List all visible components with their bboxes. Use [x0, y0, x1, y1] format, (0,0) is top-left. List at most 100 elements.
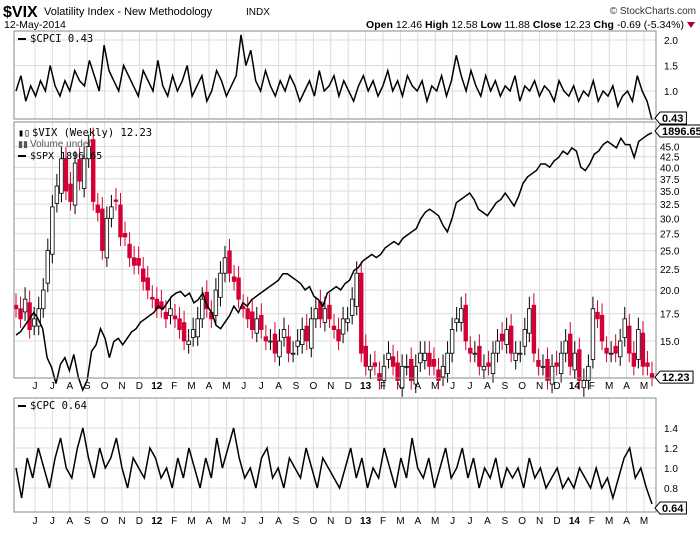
- candle: [390, 356, 396, 367]
- x-tick-label: J: [259, 516, 264, 527]
- candle: [586, 365, 591, 381]
- candle: [109, 206, 114, 219]
- candle: [640, 332, 646, 367]
- vix-panel: [13, 121, 657, 379]
- spx-legend: $SPX 1896.65: [30, 151, 102, 162]
- candle: [150, 296, 155, 300]
- candle: [409, 358, 414, 381]
- x-tick-label: A: [484, 516, 491, 527]
- date: 12-May-2014: [4, 19, 66, 31]
- candle: [554, 362, 559, 367]
- y-tick-label: 27.5: [660, 230, 680, 241]
- x-tick-label: J: [259, 381, 264, 392]
- volume-legend-icon: ▮▮: [18, 139, 28, 149]
- candle: [595, 311, 600, 320]
- candle: [363, 345, 368, 367]
- value-tag-box: [654, 111, 687, 125]
- candle: [627, 325, 632, 354]
- x-tick-label: M: [431, 381, 439, 392]
- candle: [309, 318, 314, 349]
- candle: [227, 250, 232, 274]
- candle: [490, 352, 496, 374]
- candle: [340, 318, 346, 335]
- cpci-last-tag: 0.43: [654, 111, 687, 125]
- candle: [499, 333, 505, 342]
- candle: [445, 352, 450, 374]
- candle: [113, 199, 119, 202]
- candle: [127, 243, 132, 259]
- candle: [236, 277, 241, 300]
- candle: [222, 257, 228, 274]
- candle: [327, 304, 332, 320]
- grid: JJJJAASSOONNDD1212FFMMAAMMJJJJAASSOONNDD…: [14, 31, 680, 527]
- candle: [181, 322, 187, 342]
- open-value: 12.46: [396, 19, 422, 31]
- x-tick-label: M: [222, 381, 230, 392]
- candle: [418, 352, 423, 364]
- cpc-panel: [13, 397, 657, 513]
- candle: [618, 340, 623, 358]
- y-tick-label: 2.0: [664, 36, 678, 47]
- candle: [631, 352, 637, 367]
- candle: [59, 158, 64, 194]
- value-tag-text: 12.23: [662, 372, 690, 384]
- x-tick-label: J: [33, 381, 38, 392]
- high-value: 12.58: [451, 19, 477, 31]
- candle: [13, 304, 19, 310]
- candle: [649, 373, 655, 378]
- y-tick-label: 22.5: [660, 265, 680, 276]
- x-tick-label: M: [222, 516, 230, 527]
- candle: [31, 318, 37, 327]
- x-tick-label: D: [345, 516, 352, 527]
- candle: [436, 369, 441, 381]
- x-tick-label: S: [84, 516, 91, 527]
- x-tick-label: 12: [151, 516, 163, 527]
- x-tick-label: J: [50, 516, 55, 527]
- candle: [399, 365, 405, 389]
- x-tick-label: A: [206, 516, 213, 527]
- x-tick-label: F: [589, 516, 595, 527]
- y-tick-label: 1.5: [664, 62, 678, 73]
- x-tick-label: J: [450, 516, 455, 527]
- candle: [104, 217, 110, 259]
- vix-legend: $VIX (Weekly) 12.23: [32, 127, 152, 139]
- cpci-panel: [13, 30, 657, 120]
- candle: [359, 272, 364, 354]
- candle: [481, 365, 487, 371]
- x-tick-label: 14: [569, 381, 581, 392]
- candle: [231, 276, 237, 282]
- candle: [536, 360, 541, 367]
- candle: [404, 365, 409, 368]
- x-tick-label: A: [206, 381, 213, 392]
- x-tick-label: S: [293, 381, 300, 392]
- candle: [22, 298, 28, 313]
- down-arrow-icon: [687, 22, 695, 28]
- candle: [513, 352, 518, 361]
- candle: [91, 139, 96, 202]
- x-tick-label: J: [241, 516, 246, 527]
- candle: [577, 349, 582, 381]
- x-tick-label: S: [501, 381, 508, 392]
- open-label: Open: [366, 19, 393, 31]
- x-tick-label: M: [187, 516, 195, 527]
- candle: [545, 358, 550, 381]
- candle: [50, 206, 55, 255]
- candle: [63, 158, 69, 192]
- marks: [13, 34, 655, 505]
- x-tick-label: A: [623, 381, 630, 392]
- x-tick-label: S: [84, 381, 91, 392]
- x-tick-label: A: [66, 516, 73, 527]
- candle: [572, 352, 577, 371]
- cpci-legend: $CPCI 0.43: [30, 33, 93, 45]
- x-tick-label: A: [66, 381, 73, 392]
- x-tick-label: J: [241, 381, 246, 392]
- candle: [622, 318, 627, 338]
- y-tick-label: 1.4: [664, 424, 678, 435]
- value-tag-text: 0.43: [662, 113, 683, 125]
- candle: [336, 329, 341, 342]
- candle: [259, 314, 264, 330]
- candle: [377, 373, 382, 381]
- x-tick-label: M: [187, 381, 195, 392]
- x-tick-label: N: [118, 516, 125, 527]
- candle: [240, 305, 246, 310]
